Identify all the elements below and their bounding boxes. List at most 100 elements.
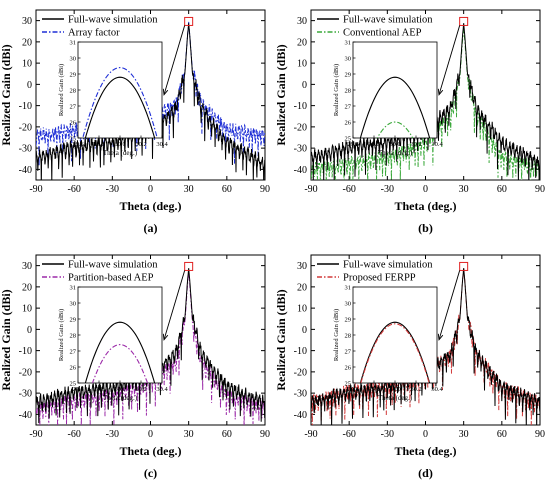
y-tick-label: -30 <box>294 144 307 155</box>
x-tick-label: 60 <box>497 184 507 195</box>
zoom-arrow <box>163 25 186 95</box>
x-tick-label: 30 <box>459 429 469 440</box>
inset-x-tick-label: 30.4 <box>156 386 168 393</box>
inset-y-label: Realized Gain (dBi) <box>333 64 340 116</box>
inset-curve-2 <box>91 344 149 383</box>
inset-x-tick-label: 30.4 <box>431 386 443 393</box>
inset-frame <box>77 41 163 139</box>
inset-curve-1 <box>84 321 156 383</box>
x-tick-label: 30 <box>184 184 194 195</box>
inset-x-tick-label: 29.6 <box>72 386 84 393</box>
inset-x-tick-label: 30.4 <box>156 141 168 148</box>
y-tick-label: -40 <box>294 165 307 176</box>
x-tick-label: -90 <box>304 184 317 195</box>
y-tick-label: -30 <box>19 389 32 400</box>
y-axis-label: Realized Gain (dBi) <box>274 44 288 145</box>
y-tick-label: 0 <box>302 325 307 336</box>
y-tick-label: -30 <box>19 144 32 155</box>
legend-label: Full-wave simulation <box>68 15 158 26</box>
peak-marker-box <box>184 16 194 26</box>
y-tick-label: -40 <box>19 410 32 421</box>
inset-y-label: Realized Gain (dBi) <box>58 309 65 361</box>
x-axis-label: Theta (deg.) <box>395 444 457 458</box>
inset-frame <box>77 286 163 384</box>
x-tick-label: -30 <box>381 184 394 195</box>
inset-y-tick-label: 26 <box>345 119 352 126</box>
x-tick-label: 90 <box>260 184 270 195</box>
inset-y-tick-label: 31 <box>345 39 352 46</box>
panel-label: (b) <box>418 221 433 235</box>
zoom-arrow <box>438 25 461 95</box>
y-axis-label: Realized Gain (dBi) <box>0 289 13 390</box>
inset-curves <box>359 321 431 383</box>
y-tick-label: 30 <box>22 16 32 27</box>
legend-label: Proposed FERPP <box>343 273 416 284</box>
y-tick-label: 20 <box>297 282 307 293</box>
inset-y-tick-label: 29 <box>70 71 77 78</box>
panel-2: -90 -60 -30 0 30 60 90-40-30-20-100102030Theta… <box>274 9 545 235</box>
y-tick-label: 0 <box>27 80 32 91</box>
inset-x-tick-label: 30.0 <box>389 141 400 148</box>
inset-x-tick-label: 29.8 <box>93 386 104 393</box>
inset-x-tick-label: 30.0 <box>389 386 400 393</box>
zoom-arrow <box>438 270 461 340</box>
y-tick-label: 10 <box>297 304 307 315</box>
x-tick-label: -30 <box>381 429 394 440</box>
x-axis-label: Theta (deg.) <box>120 444 182 458</box>
inset-x-tick-label: 29.6 <box>347 386 359 393</box>
series-line-1 <box>311 268 540 425</box>
inset-y-tick-label: 26 <box>70 364 77 371</box>
legend-label: Full-wave simulation <box>343 260 433 271</box>
inset-y-tick-label: 28 <box>345 332 352 339</box>
x-tick-label: -60 <box>342 429 355 440</box>
y-tick-label: -10 <box>294 346 307 357</box>
x-tick-label: 0 <box>423 429 428 440</box>
x-axis-label: Theta (deg.) <box>120 199 182 213</box>
x-axis-label: Theta (deg.) <box>395 199 457 213</box>
inset-y-tick-label: 30 <box>345 300 352 307</box>
inset-y-tick-label: 29 <box>70 316 77 323</box>
inset-y-tick-label: 25 <box>345 380 352 387</box>
x-tick-label: 90 <box>535 429 545 440</box>
x-tick-label: 90 <box>260 429 270 440</box>
y-tick-label: 20 <box>22 282 32 293</box>
x-tick-label: -60 <box>67 429 80 440</box>
inset-y-tick-label: 27 <box>70 348 77 355</box>
inset-curves <box>359 76 431 138</box>
inset-y-tick-label: 31 <box>70 284 77 291</box>
x-tick-label: -30 <box>106 429 119 440</box>
inset-x-label: Theta (deg.) <box>378 149 413 157</box>
inset-x-tick-label: 29.8 <box>368 141 379 148</box>
legend-label: Conventional AEP <box>343 28 422 39</box>
inset-y-tick-label: 29 <box>345 316 352 323</box>
inset-x-tick-label: 30.0 <box>114 386 125 393</box>
inset-x-tick-label: 30.4 <box>431 141 443 148</box>
inset-x-tick-label: 29.8 <box>368 386 379 393</box>
inset-x-label: Theta (deg.) <box>103 394 138 402</box>
inset-x-tick-label: 29.8 <box>93 141 104 148</box>
inset-y-label: Realized Gain (dBi) <box>333 309 340 361</box>
x-tick-label: 60 <box>222 429 232 440</box>
inset-curves <box>84 321 156 383</box>
x-tick-label: 0 <box>148 429 153 440</box>
inset-y-tick-label: 26 <box>70 119 77 126</box>
x-tick-label: 60 <box>222 184 232 195</box>
inset-y-tick-label: 27 <box>345 348 352 355</box>
panel-label: (c) <box>144 466 157 480</box>
y-tick-label: 10 <box>22 59 32 70</box>
x-tick-label: -60 <box>67 184 80 195</box>
y-tick-label: 0 <box>27 325 32 336</box>
inset-x-tick-label: 29.6 <box>347 141 359 148</box>
y-tick-label: -40 <box>294 410 307 421</box>
panel-1: -90 -60 -30 0 30 60 90-40-30-20-100102030Theta… <box>0 9 270 235</box>
inset-curve-2 <box>376 121 414 138</box>
inset-curve-2 <box>82 67 158 138</box>
y-tick-label: 10 <box>22 304 32 315</box>
y-tick-label: -20 <box>294 122 307 133</box>
inset-x-tick-label: 30.2 <box>410 386 421 393</box>
inset-x-tick-label: 30.0 <box>114 141 125 148</box>
x-tick-label: -60 <box>342 184 355 195</box>
y-tick-label: 0 <box>302 80 307 91</box>
y-tick-label: -10 <box>19 346 32 357</box>
zoom-arrow-head <box>437 333 444 341</box>
